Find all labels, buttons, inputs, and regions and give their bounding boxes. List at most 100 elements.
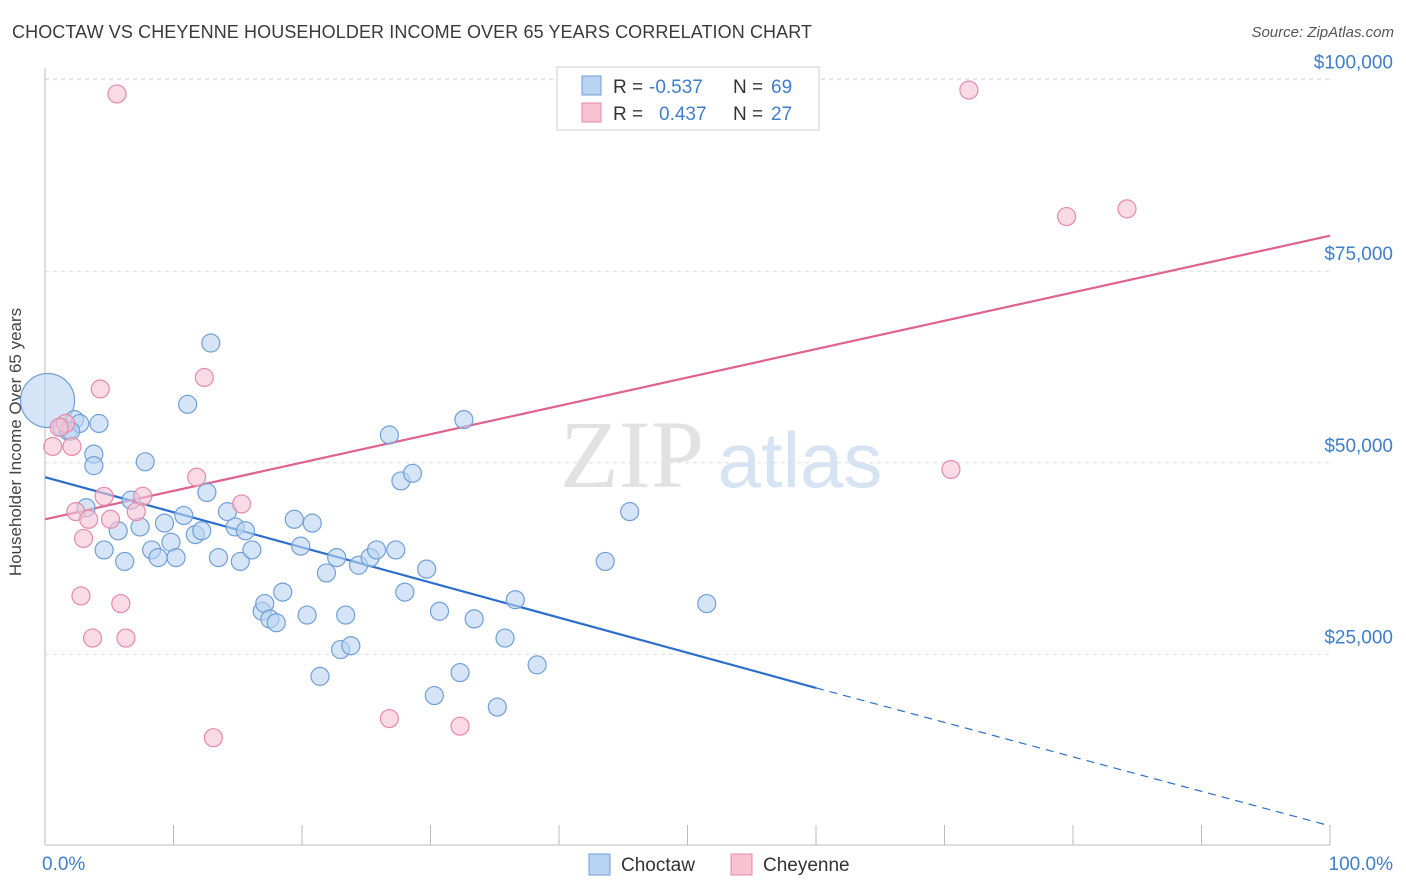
cheyenne-n-value: 27 [771,104,792,125]
cheyenne-point [232,494,252,514]
choctaw-point [302,513,322,533]
choctaw-point [154,513,175,533]
choctaw-point [402,463,423,483]
y-tick-label: $50,000 [1324,436,1393,457]
choctaw-point [595,551,615,572]
choctaw-series-label: Choctaw [621,855,695,876]
watermark-atlas: atlas [718,416,883,504]
data-points [19,80,1137,748]
choctaw-r-value: -0.537 [649,77,703,98]
choctaw-point [266,613,286,633]
choctaw-point [197,482,217,503]
choctaw-point [527,655,547,675]
choctaw-point [429,601,450,621]
choctaw-point [208,547,229,568]
cheyenne-point [43,436,63,457]
cheyenne-point [450,716,470,736]
choctaw-point [273,582,293,602]
watermark-zip: ZIP [560,401,704,508]
choctaw-point [424,685,444,706]
cheyenne-point [203,728,223,748]
cheyenne-point [94,486,114,506]
cheyenne-point [79,509,99,529]
choctaw-point [386,540,406,560]
choctaw-point [297,605,317,625]
x-tick-label: 100.0% [1329,854,1394,875]
choctaw-point [235,521,256,541]
cheyenne-point [49,417,69,437]
cheyenne-legend-swatch [581,102,602,123]
choctaw-point [341,636,361,656]
cheyenne-point [71,586,91,606]
choctaw-point [166,547,186,568]
choctaw-point [316,563,337,583]
cheyenne-point [116,628,136,648]
cheyenne-point [1117,199,1137,219]
choctaw-point [327,547,347,568]
choctaw-n-value: 69 [771,77,792,98]
choctaw-point [135,452,155,472]
choctaw-point [379,425,399,445]
choctaw-point [174,505,194,526]
choctaw-point [192,521,212,541]
cheyenne-point [379,708,399,729]
choctaw-point [395,582,415,602]
stats-legend: R = -0.537 N = 69 R = 0.437 N = 27 [556,66,820,131]
chart-title: CHOCTAW VS CHEYENNE HOUSEHOLDER INCOME O… [12,22,813,42]
choctaw-point [450,662,470,683]
choctaw-point [505,590,525,610]
cheyenne-n-label: N = [733,104,763,125]
cheyenne-point [107,84,127,104]
choctaw-point [284,509,304,529]
choctaw-point [697,593,717,614]
trend-lines [44,234,1331,827]
choctaw-point [230,551,250,572]
choctaw-point [310,666,330,686]
choctaw-point [201,333,221,353]
choctaw-point [94,540,114,560]
cheyenne-point [1056,206,1077,227]
x-tick-labels: 0.0% 100.0% [42,854,1393,875]
cheyenne-series-label: Cheyenne [763,855,850,876]
cheyenne-point [187,467,207,487]
cheyenne-trend-line [44,234,1331,521]
choctaw-point [487,697,507,717]
cheyenne-r-label: R = [613,104,643,125]
axes [44,68,1331,846]
choctaw-point [115,551,135,572]
cheyenne-point [959,80,979,100]
cheyenne-point [194,367,214,388]
choctaw-legend-swatch [581,75,602,96]
cheyenne-point [73,528,94,549]
choctaw-point [242,540,262,560]
cheyenne-point [62,436,82,457]
choctaw-r-label: R = [613,77,643,98]
choctaw-point [454,410,474,430]
choctaw-trend-line [44,476,817,689]
cheyenne-point [100,509,121,529]
choctaw-point [417,559,437,579]
choctaw-point [464,609,484,629]
choctaw-point [19,372,76,429]
y-tick-labels: $25,000 $50,000 $75,000 $100,000 [1314,53,1393,649]
cheyenne-point [133,486,153,506]
choctaw-point [366,540,387,560]
choctaw-point [495,628,515,648]
choctaw-trend-extension [815,687,1331,827]
choctaw-point [84,456,104,476]
choctaw-point [336,605,356,625]
choctaw-point [291,536,311,556]
choctaw-n-label: N = [733,77,763,98]
y-tick-label: $25,000 [1324,627,1393,648]
choctaw-point [148,547,168,568]
choctaw-series-swatch [588,853,611,876]
cheyenne-point [90,379,110,399]
cheyenne-point [111,593,131,614]
cheyenne-point [82,628,103,648]
zipatlas-watermark: ZIP atlas [560,401,882,508]
y-tick-label: $75,000 [1324,244,1393,265]
choctaw-point [620,502,640,522]
cheyenne-r-value: 0.437 [659,104,707,125]
choctaw-point [178,394,198,414]
